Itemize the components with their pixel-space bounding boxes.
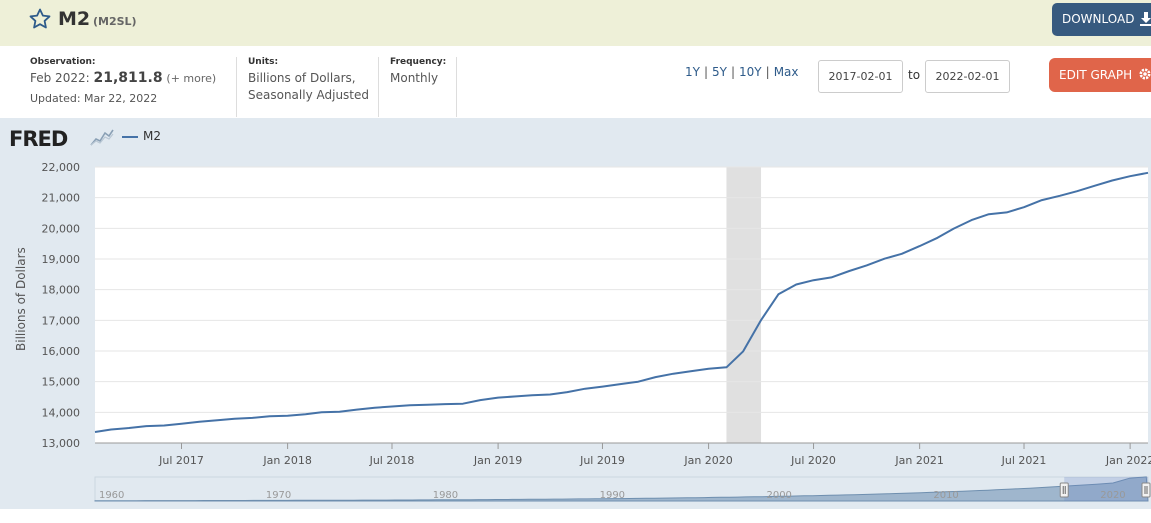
range-5y[interactable]: 5Y xyxy=(712,65,727,79)
fred-logo-text: FRED xyxy=(9,127,68,151)
navigator-year-label: 1990 xyxy=(600,490,625,501)
x-tick-label: Jan 2018 xyxy=(262,454,311,467)
x-tick-label: Jul 2017 xyxy=(158,454,204,467)
navigator-year-label: 1970 xyxy=(266,490,291,501)
frequency-block: Frequency: Monthly xyxy=(379,57,457,117)
y-tick-label: 20,000 xyxy=(42,222,81,235)
range-max[interactable]: Max xyxy=(773,65,799,79)
x-tick-label: Jan 2021 xyxy=(894,454,943,467)
edit-graph-label: EDIT GRAPH xyxy=(1059,68,1133,82)
navigator-year-label: 2010 xyxy=(933,490,958,501)
recession-shading xyxy=(726,167,762,443)
edit-graph-button[interactable]: EDIT GRAPH xyxy=(1049,58,1151,92)
observation-label: Observation: xyxy=(30,57,96,67)
frequency-label: Frequency: xyxy=(390,57,447,67)
observation-value: 21,811.8 xyxy=(93,70,163,86)
x-tick-label: Jan 2020 xyxy=(683,454,732,467)
navigator-handle[interactable] xyxy=(1141,482,1151,498)
updated-date: Updated: Mar 22, 2022 xyxy=(30,92,158,105)
legend-series-label: M2 xyxy=(143,129,161,143)
fred-logo-chart-icon xyxy=(90,127,114,147)
gear-icon xyxy=(1139,68,1151,80)
units-label: Units: xyxy=(248,57,279,67)
navigator-year-label: 2000 xyxy=(766,490,791,501)
x-tick-label: Jan 2022 xyxy=(1105,454,1151,467)
footer-strip xyxy=(0,509,1151,523)
observation-more-link[interactable]: (+ more) xyxy=(166,72,217,85)
y-tick-label: 17,000 xyxy=(42,314,81,327)
y-tick-label: 22,000 xyxy=(42,161,81,174)
y-tick-label: 15,000 xyxy=(42,376,81,389)
navigator-year-label: 1960 xyxy=(99,490,124,501)
x-tick-label: Jan 2019 xyxy=(473,454,522,467)
units-line-2: Seasonally Adjusted xyxy=(248,88,370,102)
series-title: M2 xyxy=(58,8,91,30)
units-block: Units: Billions of Dollars, Seasonally A… xyxy=(237,57,379,117)
end-date-input[interactable]: 2022-02-01 xyxy=(925,60,1010,93)
navigator-series-area xyxy=(94,476,1149,502)
legend-swatch xyxy=(122,135,138,138)
observation-date: Feb 2022: xyxy=(30,71,90,85)
frequency-value: Monthly xyxy=(390,71,439,85)
range-separator: | xyxy=(703,65,709,79)
range-separator: | xyxy=(765,65,770,79)
y-tick-label: 13,000 xyxy=(42,437,81,450)
y-tick-label: 16,000 xyxy=(42,345,81,358)
series-id: (M2SL) xyxy=(93,15,137,28)
units-value: Billions of Dollars, Seasonally Adjusted xyxy=(248,70,369,104)
range-links: 1Y | 5Y | 10Y | Max xyxy=(685,65,799,79)
download-button[interactable]: DOWNLOAD xyxy=(1052,3,1151,36)
series-title-bar: M2 (M2SL) DOWNLOAD xyxy=(0,0,1151,46)
range-1y[interactable]: 1Y xyxy=(685,65,700,79)
m2-series-line xyxy=(94,171,1149,433)
units-line-1: Billions of Dollars, xyxy=(248,71,356,85)
y-tick-label: 18,000 xyxy=(42,284,81,297)
date-to-label: to xyxy=(908,68,921,82)
fred-logo: FRED xyxy=(9,127,68,151)
x-tick-label: Jul 2021 xyxy=(1001,454,1047,467)
y-tick-label: 19,000 xyxy=(42,253,81,266)
range-10y[interactable]: 10Y xyxy=(739,65,762,79)
x-tick-label: Jul 2018 xyxy=(369,454,415,467)
y-tick-label: 14,000 xyxy=(42,406,81,419)
y-tick-label: 21,000 xyxy=(42,192,81,205)
x-tick-label: Jul 2019 xyxy=(579,454,625,467)
chart-legend: M2 xyxy=(122,129,161,143)
plot-area xyxy=(95,167,1148,443)
observation-block: Observation: Feb 2022: 21,811.8 (+ more)… xyxy=(30,57,237,117)
navigator-year-label: 1980 xyxy=(433,490,458,501)
navigator-handle[interactable] xyxy=(1059,482,1069,498)
range-separator: | xyxy=(730,65,736,79)
download-icon xyxy=(1140,12,1151,26)
navigator-selection xyxy=(1064,477,1148,501)
download-label: DOWNLOAD xyxy=(1062,12,1135,26)
start-date-input[interactable]: 2017-02-01 xyxy=(818,60,903,93)
navigator-year-label: 2020 xyxy=(1100,490,1125,501)
observation-line: Feb 2022: 21,811.8 (+ more) xyxy=(30,70,216,86)
star-icon[interactable] xyxy=(28,6,52,32)
series-info-row: Observation: Feb 2022: 21,811.8 (+ more)… xyxy=(0,46,1151,118)
x-tick-label: Jul 2020 xyxy=(790,454,836,467)
